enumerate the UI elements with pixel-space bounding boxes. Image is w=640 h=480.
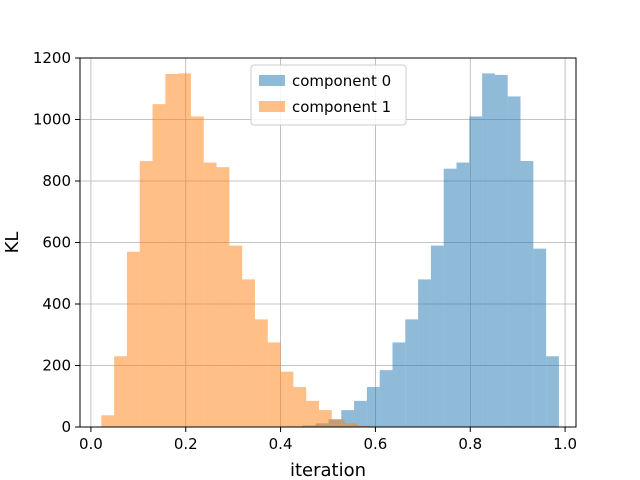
- histogram-bar-component-1: [165, 73, 179, 428]
- histogram-bar-component-1: [152, 104, 166, 427]
- x-tick-label: 0.0: [79, 435, 103, 453]
- y-tick-label: 1000: [33, 111, 71, 129]
- histogram-bar-component-0: [430, 245, 444, 427]
- histogram-bar-component-0: [456, 162, 470, 428]
- y-tick-label: 200: [42, 357, 71, 375]
- histogram-bar-component-0: [366, 387, 380, 427]
- histogram-bar-component-1: [126, 251, 140, 427]
- y-tick-label: 400: [42, 295, 71, 313]
- legend: component 0 component 1: [250, 64, 407, 126]
- histogram-bar-component-1: [190, 116, 204, 428]
- histogram-bar-component-0: [379, 370, 393, 427]
- legend-box: [250, 64, 407, 126]
- histogram-bar-component-0: [443, 168, 457, 427]
- y-axis-label: KL: [2, 232, 23, 254]
- histogram-bars: [101, 73, 559, 428]
- histogram-bar-component-1: [357, 425, 371, 427]
- histogram-bar-component-1: [331, 419, 345, 427]
- y-tick-label: 1200: [33, 49, 71, 67]
- histogram-bar-component-0: [533, 248, 547, 427]
- legend-label-component-0: component 0: [292, 72, 391, 90]
- x-tick-label: 0.8: [458, 435, 482, 453]
- histogram-bar-component-1: [267, 342, 281, 427]
- histogram-bar-component-0: [482, 73, 495, 427]
- histogram-bar-component-0: [507, 96, 521, 427]
- histogram-bar-component-0: [405, 319, 419, 427]
- histogram-bar-component-1: [242, 279, 255, 427]
- histogram-bar-component-1: [139, 161, 153, 427]
- histogram-bar-component-0: [469, 116, 483, 428]
- histogram-bar-component-1: [318, 410, 332, 427]
- histogram-bar-component-0: [392, 342, 406, 427]
- histogram-bar-component-1: [293, 387, 307, 427]
- x-axis-ticks: 0.0 0.2 0.4 0.6 0.8 1.0: [79, 427, 577, 453]
- histogram-bar-component-0: [546, 356, 559, 427]
- histogram-bar-component-1: [216, 167, 230, 427]
- histogram-bar-component-0: [520, 161, 534, 427]
- histogram-bar-component-1: [114, 356, 127, 427]
- histogram-bar-component-1: [344, 423, 358, 427]
- y-axis-ticks: 0 200 400 600 800 1000 1200: [33, 49, 80, 436]
- x-tick-label: 1.0: [553, 435, 577, 453]
- x-axis-label: iteration: [290, 460, 366, 480]
- y-tick-label: 600: [42, 234, 71, 252]
- legend-swatch-component-1: [259, 101, 285, 112]
- histogram-bar-component-0: [354, 400, 367, 427]
- legend-label-component-1: component 1: [292, 98, 391, 116]
- histogram-bar-component-1: [101, 415, 115, 427]
- histogram-bar-component-1: [203, 162, 217, 428]
- x-tick-label: 0.6: [363, 435, 387, 453]
- histogram-bar-component-1: [229, 245, 243, 427]
- x-tick-label: 0.2: [174, 435, 198, 453]
- histogram-bar-component-1: [178, 73, 191, 427]
- histogram-bar-component-1: [306, 400, 319, 427]
- y-tick-label: 800: [42, 172, 71, 190]
- histogram-bar-component-0: [418, 279, 431, 427]
- histogram-bar-component-1: [254, 319, 268, 427]
- x-tick-label: 0.4: [269, 435, 293, 453]
- histogram-bar-component-1: [280, 371, 294, 427]
- y-tick-label: 0: [61, 418, 71, 436]
- legend-swatch-component-0: [259, 75, 285, 86]
- histogram-bar-component-0: [494, 74, 508, 427]
